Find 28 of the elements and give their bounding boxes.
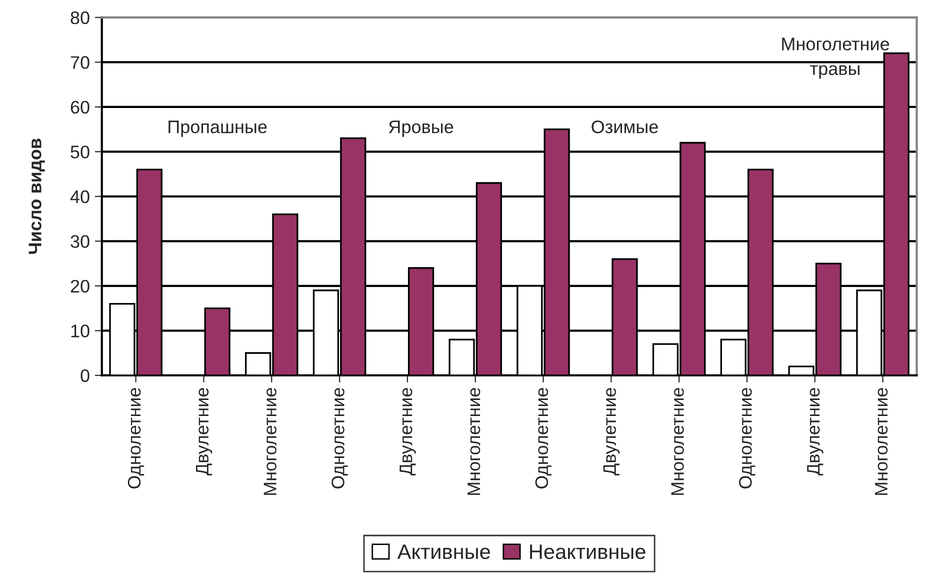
y-tick-label: 70 xyxy=(70,56,90,69)
x-tick-label: Многолетние xyxy=(875,388,888,495)
y-tick-label: 10 xyxy=(71,324,90,338)
x-tick-label: Многолетние xyxy=(671,388,684,495)
annotation: Многолетние травы xyxy=(782,38,890,79)
x-tick-label: Однолетние xyxy=(128,388,144,488)
y-axis-title: Число видов xyxy=(28,138,45,254)
x-tick-label: Однолетние xyxy=(739,388,756,488)
x-tick-label: Двулетние xyxy=(807,388,824,476)
annotation: Озимые xyxy=(592,120,658,134)
y-tick-label: 80 xyxy=(70,11,90,24)
x-tick-label: Многолетние xyxy=(264,388,276,495)
x-tick-label: Двулетние xyxy=(400,388,416,476)
x-tick-label: Многолетние xyxy=(468,388,480,495)
x-tick-label: Двулетние xyxy=(603,388,620,476)
y-tick-label: 50 xyxy=(70,146,90,158)
legend-label: Активные xyxy=(397,544,490,560)
annotation: Пропашные xyxy=(168,120,267,137)
x-tick-label: Однолетние xyxy=(332,388,348,488)
legend-label: Неактивные xyxy=(530,544,646,560)
x-tick-label: Однолетние xyxy=(535,388,552,488)
y-tick-label: 60 xyxy=(70,100,90,114)
x-tick-label: Двулетние xyxy=(196,388,212,476)
y-tick-label: 0 xyxy=(80,369,90,382)
y-tick-label: 40 xyxy=(70,190,90,204)
y-tick-label: 30 xyxy=(70,235,90,248)
annotation: Яровые xyxy=(389,120,454,137)
y-tick-label: 20 xyxy=(70,280,90,293)
